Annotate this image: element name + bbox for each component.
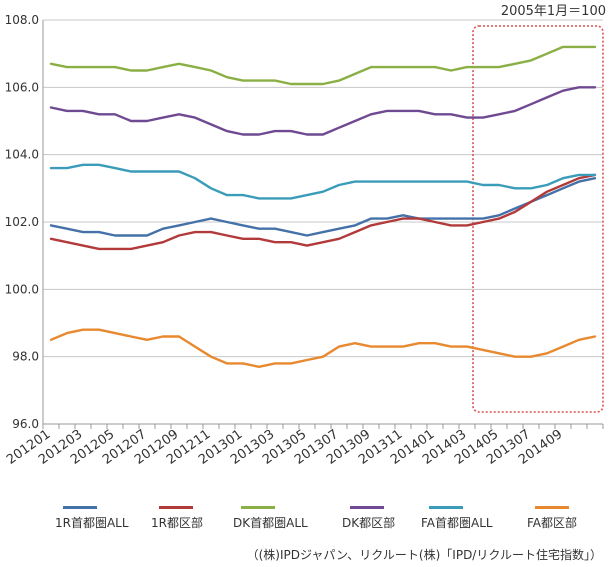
series-line [49, 173, 597, 251]
series-line [49, 176, 597, 237]
axes: 96.098.0100.0102.0104.0106.0108.02012012… [4, 13, 604, 468]
legend-item: 1R首都圏ALL [55, 504, 129, 531]
legend-label: FA都区部 [527, 516, 578, 530]
line-chart: 96.098.0100.0102.0104.0106.0108.02012012… [4, 13, 604, 468]
legend-label: FA首都圏ALL [421, 516, 493, 530]
legend-item: 1R都区部 [151, 504, 203, 531]
legend-label: 1R首都圏ALL [55, 516, 129, 530]
legend-swatch [535, 506, 569, 509]
legend-swatch [63, 506, 97, 509]
base-note: 2005年1月＝100 [500, 4, 606, 19]
y-tick-label: 108.0 [5, 13, 39, 27]
legend-label: DK都区部 [342, 516, 396, 530]
legend-swatch [350, 506, 384, 509]
legend-item: FA首都圏ALL [421, 504, 493, 531]
legend-swatch [241, 506, 275, 509]
grid-lines [43, 19, 603, 425]
series-line [49, 86, 597, 136]
legend-item: FA都区部 [527, 504, 577, 531]
legend-label: DK首都圏ALL [233, 516, 308, 530]
series-line [49, 328, 597, 368]
series-line [49, 45, 597, 86]
legend-swatch [159, 506, 193, 509]
legend-item: DK都区部 [342, 504, 395, 531]
y-tick-label: 104.0 [5, 148, 39, 162]
y-tick-label: 96.0 [12, 417, 39, 431]
y-tick-label: 102.0 [5, 215, 39, 229]
y-tick-label: 106.0 [5, 80, 39, 94]
legend-item: DK首都圏ALL [233, 504, 308, 531]
series-line [49, 163, 597, 200]
series-lines [49, 45, 597, 368]
legend: 1R首都圏ALL 1R都区部 DK首都圏ALL DK都区部 FA首都圏ALL F… [55, 504, 605, 534]
legend-swatch [429, 506, 463, 509]
source-note: （(株)IPDジャパン、リクルート(株)「IPD/リクルート住宅指数」） [246, 548, 602, 562]
legend-label: 1R都区部 [151, 516, 203, 530]
y-tick-label: 98.0 [12, 350, 39, 364]
y-tick-label: 100.0 [5, 282, 39, 296]
